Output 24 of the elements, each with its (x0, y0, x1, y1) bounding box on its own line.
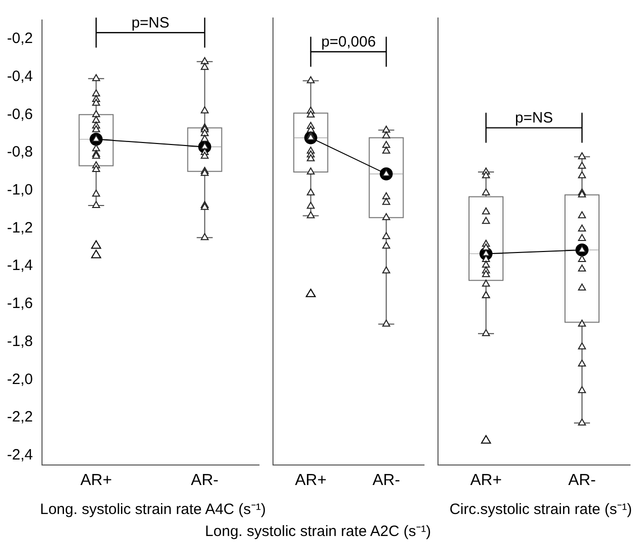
annotation: p=NS (515, 109, 553, 126)
x-tick-label: AR+ (80, 472, 112, 489)
y-tick-label: -1,0 (6, 181, 33, 198)
y-tick-label: -1,4 (6, 257, 33, 274)
annotation: p=NS (131, 14, 170, 32)
x-axis-title: Long. systolic strain rate A2C (s⁻¹) (205, 522, 431, 540)
y-tick-label: -2,4 (6, 446, 33, 464)
y-tick-label: -1,6 (6, 295, 33, 312)
y-tick-label: -2,2 (6, 408, 33, 426)
x-tick-label: AR+ (294, 472, 327, 489)
y-tick-label: -2,0 (6, 370, 33, 388)
y-tick-label: -0,4 (6, 68, 33, 85)
y-tick-label: -0,6 (6, 106, 33, 123)
y-tick-label: -1,2 (6, 219, 33, 236)
x-tick-label: AR- (372, 472, 400, 489)
x-axis-title: Long. systolic strain rate A4C (s⁻¹) (40, 500, 266, 518)
x-tick-label: AR+ (470, 472, 502, 489)
x-tick-label: AR- (190, 472, 218, 489)
y-tick-label: -1,8 (6, 332, 33, 350)
y-tick-label: -0,8 (6, 144, 33, 161)
annotation: p=0,006 (321, 33, 376, 50)
y-tick-label: -0,2 (6, 30, 33, 48)
x-tick-label: AR- (568, 472, 596, 489)
x-axis-title: Circ.systolic strain rate (s⁻¹) (449, 500, 632, 518)
